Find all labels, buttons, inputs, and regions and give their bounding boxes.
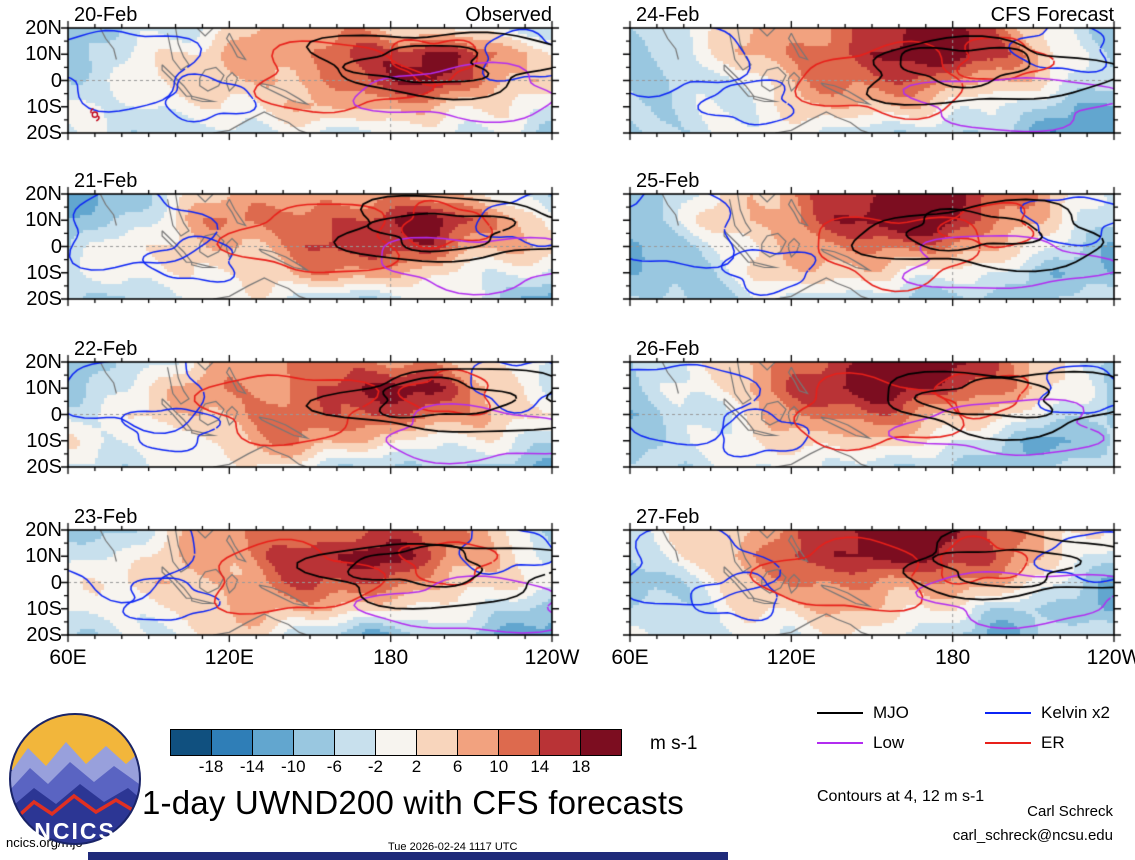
- lat-tick-label: 20S: [26, 624, 62, 646]
- colorbar-tick-label: 10: [489, 757, 509, 776]
- lon-tick-label: 120W: [524, 646, 580, 669]
- panel-date-label: 22-Feb: [74, 338, 138, 360]
- panel-date-label: 24-Feb: [636, 4, 700, 26]
- lat-tick-label: 10N: [25, 43, 62, 66]
- footer-timestamp: Tue 2026-02-24 1117 UTC: [388, 841, 518, 853]
- legend-label: MJO: [873, 703, 909, 722]
- legend-item-kelvin-x2: Kelvin x2: [985, 703, 1135, 723]
- lat-tick-label: 10S: [26, 95, 62, 118]
- lat-tick-label: 10S: [26, 261, 62, 284]
- wind-map-panel-25-Feb: [618, 182, 1126, 311]
- wind-map-panel-21-Feb: [56, 182, 564, 311]
- legend-line: [985, 742, 1031, 744]
- contours-note: Contours at 4, 12 m s-1: [817, 788, 985, 805]
- column-label: CFS Forecast: [990, 4, 1114, 26]
- colorbar-cell: [417, 729, 458, 756]
- logo-text: NCICS: [34, 818, 116, 844]
- credit-name: Carl Schreck: [1027, 803, 1113, 820]
- ncics-logo: NCICS: [9, 713, 141, 845]
- panel-date-label: 23-Feb: [74, 506, 138, 528]
- colorbar-cell: [170, 729, 212, 756]
- lon-tick-label: 120E: [204, 646, 254, 669]
- lon-tick-label: 180: [373, 646, 409, 669]
- lat-tick-label: 10S: [26, 597, 62, 620]
- wind-map-panel-22-Feb: [56, 350, 564, 479]
- colorbar-tick-label: 2: [411, 757, 422, 776]
- wind-map-panel-24-Feb: [618, 16, 1126, 145]
- colorbar: [170, 729, 622, 756]
- legend-line: [817, 712, 863, 714]
- logo-ring: [9, 713, 141, 845]
- wind-map-panel-26-Feb: [618, 350, 1126, 479]
- colorbar-units-label: m s-1: [650, 733, 698, 754]
- legend-label: Low: [873, 733, 905, 752]
- lat-tick-label: 0: [50, 235, 62, 258]
- lat-tick-label: 20S: [26, 122, 62, 144]
- footer-navy-bar: [88, 852, 728, 860]
- wind-map-panel-20-Feb: [56, 16, 564, 145]
- lat-tick-label: 20N: [25, 351, 62, 373]
- figure-title: 1-day UWND200 with CFS forecasts: [142, 784, 684, 821]
- lon-tick-label: 120W: [1086, 646, 1135, 669]
- logo-mountains-front: [10, 784, 140, 844]
- legend-label: ER: [1041, 733, 1065, 752]
- colorbar-cell: [294, 729, 335, 756]
- panel-date-label: 20-Feb: [74, 4, 138, 26]
- lat-tick-label: 20N: [25, 183, 62, 205]
- legend-line: [817, 742, 863, 744]
- lat-tick-label: 10N: [25, 209, 62, 232]
- lat-tick-label: 20N: [25, 519, 62, 541]
- legend-item-low: Low: [817, 733, 985, 753]
- lon-tick-label: 180: [935, 646, 971, 669]
- colorbar-tick-label: 18: [571, 757, 591, 776]
- colorbar-cell: [376, 729, 417, 756]
- panel-date-label: 27-Feb: [636, 506, 700, 528]
- lat-tick-label: 10N: [25, 545, 62, 568]
- lon-tick-label: 60E: [611, 646, 649, 669]
- legend-item-er: ER: [985, 733, 1135, 753]
- colorbar-cell: [335, 729, 376, 756]
- panel-date-label: 21-Feb: [74, 170, 138, 192]
- column-label: Observed: [465, 4, 552, 26]
- lat-tick-label: 0: [50, 403, 62, 426]
- colorbar-tick-label: -14: [239, 757, 265, 776]
- colorbar-tick-label: -2: [367, 757, 384, 776]
- legend-line: [985, 712, 1031, 714]
- colorbar-cell: [458, 729, 499, 756]
- legend-item-mjo: MJO: [817, 703, 985, 723]
- legend-label: Kelvin x2: [1041, 703, 1110, 722]
- lon-tick-label: 60E: [49, 646, 87, 669]
- lat-tick-label: 20S: [26, 456, 62, 478]
- colorbar-tick-label: -6: [326, 757, 342, 776]
- logo-red-zigzag: [12, 793, 137, 822]
- wind-map-panel-27-Feb: [618, 518, 1126, 647]
- colorbar-cell: [581, 729, 622, 756]
- legend: MJO Kelvin x2 Low ER: [817, 703, 1135, 753]
- lat-tick-label: 0: [50, 571, 62, 594]
- panel-date-label: 26-Feb: [636, 338, 700, 360]
- colorbar-cell: [499, 729, 540, 756]
- credit-email: carl_schreck@ncsu.edu: [952, 827, 1113, 844]
- lat-tick-label: 0: [50, 69, 62, 92]
- lat-tick-label: 20N: [25, 17, 62, 39]
- lon-tick-label: 120E: [766, 646, 816, 669]
- lat-tick-label: 10N: [25, 377, 62, 400]
- colorbar-tick-label: 14: [530, 757, 550, 776]
- colorbar-cell: [253, 729, 294, 756]
- colorbar-cell: [212, 729, 253, 756]
- colorbar-cell: [540, 729, 581, 756]
- colorbar-tick-label: -18: [198, 757, 224, 776]
- lat-tick-label: 10S: [26, 429, 62, 452]
- panel-date-label: 25-Feb: [636, 170, 700, 192]
- lat-tick-label: 20S: [26, 288, 62, 310]
- wind-map-panel-23-Feb: [56, 518, 564, 647]
- colorbar-tick-label: 6: [452, 757, 463, 776]
- colorbar-tick-label: -10: [280, 757, 306, 776]
